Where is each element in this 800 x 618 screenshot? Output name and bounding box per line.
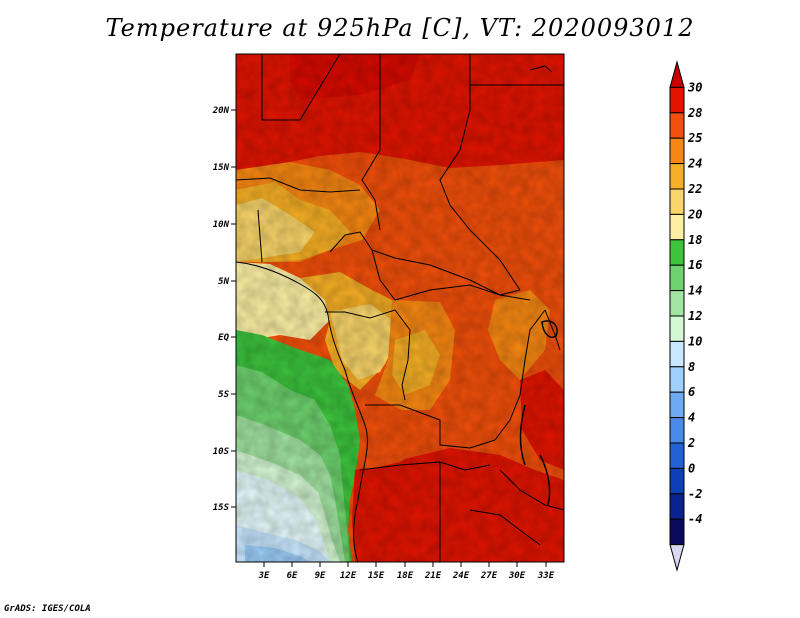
border-rift-west bbox=[494, 309, 546, 441]
colorbar-label: 6 bbox=[688, 385, 695, 399]
border-car-south bbox=[394, 284, 531, 301]
border-zambia bbox=[499, 469, 564, 511]
field-texture bbox=[236, 54, 564, 562]
border-nw bbox=[261, 54, 341, 121]
lake-malawi bbox=[539, 454, 551, 506]
colorbar-label: 4 bbox=[688, 411, 695, 425]
temperature-field bbox=[236, 54, 564, 562]
colorbar-label: 0 bbox=[688, 461, 695, 475]
lon-label: 9E bbox=[315, 571, 326, 581]
lon-label: 30E bbox=[508, 571, 526, 581]
colorbar-label: -4 bbox=[688, 512, 702, 526]
colorbar-label: 25 bbox=[687, 131, 702, 145]
border-egypt-north bbox=[529, 65, 553, 73]
lat-label: 10S bbox=[213, 447, 230, 457]
lat-label: 5N bbox=[218, 277, 229, 287]
colorbar-segment bbox=[669, 493, 685, 520]
colorbar-segment bbox=[669, 518, 685, 546]
colorbar-label: 12 bbox=[688, 309, 702, 323]
colorbar-segment bbox=[669, 340, 685, 368]
colorbar-segment bbox=[669, 163, 685, 190]
lon-label: 15E bbox=[368, 571, 385, 581]
border-uganda bbox=[544, 309, 561, 351]
colorbar-segment bbox=[669, 290, 685, 317]
colorbar-segment bbox=[669, 442, 685, 469]
border-sahel bbox=[236, 177, 361, 193]
lon-label: 21E bbox=[424, 571, 442, 581]
colorbar-label: 8 bbox=[688, 360, 695, 374]
colorbar-segment bbox=[669, 315, 685, 342]
colorbar-segment bbox=[669, 112, 685, 139]
colorbar-label: 14 bbox=[688, 284, 702, 298]
colorbar-label: 28 bbox=[687, 106, 702, 120]
lat-label: EQ bbox=[218, 333, 229, 343]
colorbar-label: 22 bbox=[687, 182, 702, 196]
lon-label: 24E bbox=[452, 571, 470, 581]
colorbar-segment bbox=[669, 391, 685, 419]
border-car-north bbox=[371, 249, 521, 296]
country-borders bbox=[236, 54, 564, 562]
map-frame bbox=[235, 53, 565, 563]
colorbar-segment bbox=[669, 86, 685, 114]
border-congo bbox=[325, 309, 411, 401]
colorbar-label: 10 bbox=[688, 334, 702, 348]
lon-label: 18E bbox=[397, 571, 414, 581]
coastline-west bbox=[236, 261, 368, 562]
chart-title: Temperature at 925hPa [C], VT: 202009301… bbox=[105, 14, 695, 42]
lat-label: 5S bbox=[218, 390, 229, 400]
border-nigeria-cameroon bbox=[329, 231, 396, 301]
lat-label: 15S bbox=[213, 503, 230, 513]
lon-label: 3E bbox=[258, 571, 270, 581]
border-niger-chad bbox=[361, 54, 381, 231]
colorbar-label: -2 bbox=[688, 487, 702, 501]
grads-credit: GrADS: IGES/COLA bbox=[4, 604, 91, 614]
colorbar-segment bbox=[669, 264, 685, 292]
colorbar-top-arrow bbox=[669, 60, 685, 88]
lake-victoria bbox=[541, 320, 558, 338]
colorbar-label: 24 bbox=[687, 157, 702, 171]
border-angola-drc bbox=[365, 404, 496, 449]
colorbar-label: 18 bbox=[688, 233, 702, 247]
lat-label: 10N bbox=[213, 220, 230, 230]
lon-label: 27E bbox=[480, 571, 498, 581]
lon-label: 6E bbox=[287, 571, 298, 581]
lon-label: 12E bbox=[340, 571, 357, 581]
latitude-axis: 20N 15N 10N 5N EQ 5S 10S 15S bbox=[212, 106, 236, 513]
colorbar-segment bbox=[669, 366, 685, 393]
border-zimbabwe bbox=[469, 509, 541, 546]
longitude-axis: 3E 6E 9E 12E 15E 18E 21E 24E 27E 30E 33E bbox=[258, 562, 555, 581]
lon-label: 33E bbox=[537, 571, 555, 581]
colorbar-segment bbox=[669, 188, 685, 215]
lake-tanganyika bbox=[519, 404, 526, 466]
colorbar-segment bbox=[669, 239, 685, 266]
colorbar-label: 16 bbox=[688, 258, 702, 272]
border-chad-sudan bbox=[439, 54, 521, 291]
lat-label: 15N bbox=[213, 163, 230, 173]
colorbar-segment bbox=[669, 467, 685, 495]
colorbar-segment bbox=[669, 417, 685, 444]
colorbar-label: 20 bbox=[687, 207, 702, 221]
colorbar-bottom-arrow bbox=[669, 544, 685, 572]
lat-label: 20N bbox=[212, 106, 230, 116]
colorbar-label: 30 bbox=[687, 80, 702, 94]
colorbar-label: 2 bbox=[687, 436, 695, 450]
border-benin bbox=[257, 209, 263, 263]
colorbar-segment bbox=[669, 213, 685, 241]
colorbar-segment bbox=[669, 137, 685, 165]
